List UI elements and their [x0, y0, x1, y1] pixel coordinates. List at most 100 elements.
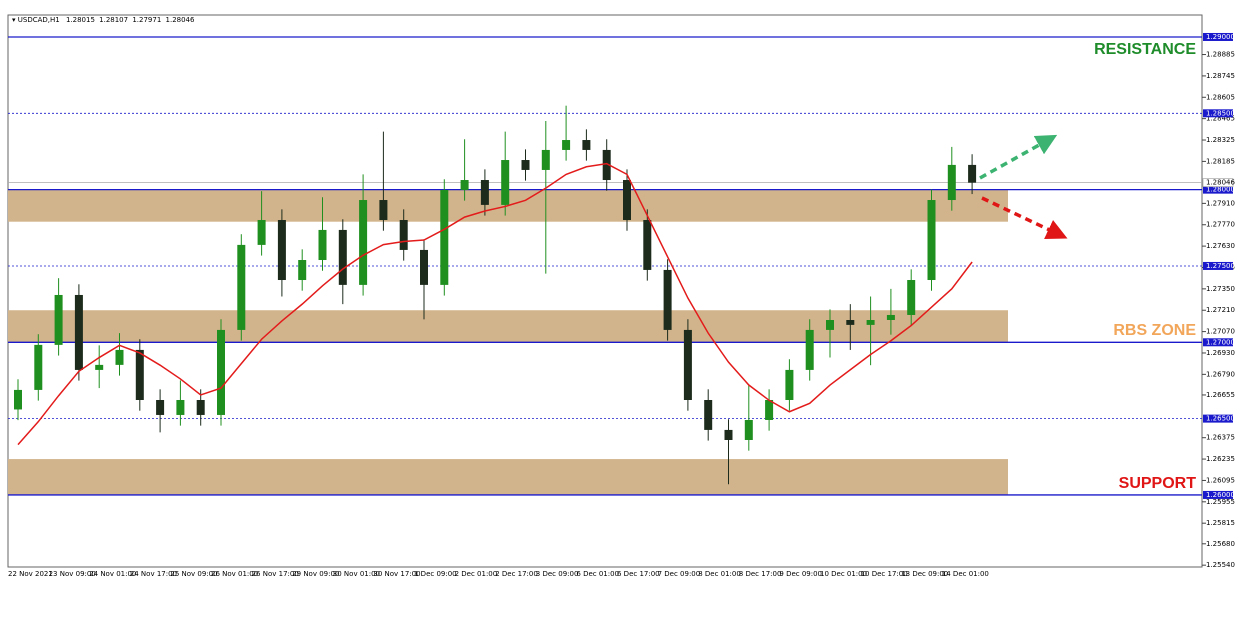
chart-header: ▾ USDCAD,H1 1.28015 1.28107 1.27971 1.28…: [12, 16, 195, 24]
y-tick-label: 1.25815: [1206, 519, 1235, 527]
candle-body: [562, 140, 571, 150]
level-label-box: [1203, 490, 1233, 499]
candle-body: [947, 164, 956, 201]
candle-body: [196, 399, 205, 415]
x-tick-label: 8 Dec 01:00: [698, 570, 741, 578]
candle-body: [237, 244, 246, 330]
candle-body: [683, 329, 692, 400]
arrows: [979, 134, 1068, 239]
x-tick-label: 6 Dec 17:00: [617, 570, 660, 578]
y-tick-label: 1.25540: [1206, 561, 1235, 569]
annotation: RESISTANCE: [1094, 41, 1196, 58]
level-label: 1.26500: [1206, 415, 1235, 423]
candle-body: [826, 320, 834, 330]
level-label-box: [1203, 32, 1233, 41]
candle-body: [217, 329, 225, 415]
x-tick-label: 10 Dec 01:00: [820, 570, 867, 578]
levels: [8, 36, 1202, 496]
candle-body: [257, 220, 266, 245]
zone: [8, 459, 1008, 495]
level-label: 1.29000: [1206, 33, 1235, 41]
y-tick-label: 1.27770: [1206, 221, 1235, 229]
y-tick-label: 1.28325: [1206, 136, 1235, 144]
level-label: 1.26000: [1206, 491, 1235, 499]
x-tick-label: 6 Dec 01:00: [576, 570, 619, 578]
annotation: RBS ZONE: [1113, 322, 1196, 339]
close-price: 1.28046: [166, 16, 195, 24]
x-tick-label: 30 Nov 17:00: [373, 570, 420, 578]
candle-body: [74, 294, 83, 370]
symbol: USDCAD,H1: [18, 16, 60, 24]
x-tick-label: 2 Dec 17:00: [495, 570, 538, 578]
candle-body: [14, 389, 22, 410]
x-tick-label: 26 Nov 17:00: [252, 570, 299, 578]
candle-body: [399, 220, 408, 250]
x-tick-label: 22 Nov 2021: [8, 570, 53, 578]
candle-body: [277, 220, 286, 281]
candle-body: [521, 160, 530, 170]
candle-body: [54, 294, 63, 345]
candle-body: [968, 164, 977, 183]
candle-body: [765, 399, 774, 420]
y-tick-label: 1.27910: [1206, 199, 1235, 207]
candle-body: [846, 320, 855, 325]
candle-body: [785, 369, 794, 400]
candle-body: [440, 189, 449, 285]
y-tick-label: 1.26655: [1206, 391, 1235, 399]
x-tick-label: 10 Dec 17:00: [861, 570, 908, 578]
last-price-label: 1.28046: [1206, 179, 1235, 187]
y-tick-label: 1.28605: [1206, 93, 1235, 101]
last-price-box: [1202, 178, 1234, 187]
high-price: 1.28107: [99, 16, 128, 24]
axis: 1.28885 1.28745 1.28605 1.28465 1.28325 1.281…: [8, 32, 1235, 578]
level-label-box: [1203, 338, 1233, 347]
zones: [8, 189, 1008, 495]
x-tick-label: 29 Nov 09:00: [292, 570, 339, 578]
x-tick-label: 13 Dec 09:00: [901, 570, 948, 578]
x-tick-label: 24 Nov 01:00: [89, 570, 136, 578]
x-tick-label: 3 Dec 09:00: [536, 570, 579, 578]
moving-average: [17, 162, 973, 446]
level-label: 1.27500: [1206, 262, 1235, 270]
x-tick-label: 26 Nov 01:00: [211, 570, 258, 578]
open-price: 1.28015: [66, 16, 95, 24]
candle-body: [704, 399, 713, 430]
candle-body: [724, 429, 733, 440]
y-tick-label: 1.27350: [1206, 285, 1235, 293]
candle-body: [623, 180, 631, 221]
x-tick-label: 25 Nov 09:00: [170, 570, 217, 578]
candle-body: [95, 364, 104, 370]
y-tick-label: 1.27070: [1206, 328, 1235, 336]
x-tick-label: 30 Nov 01:00: [333, 570, 380, 578]
zone: [8, 310, 1008, 343]
candle-body: [541, 149, 550, 170]
y-tick-label: 1.28745: [1206, 72, 1235, 80]
candle-body: [298, 260, 307, 281]
candle-body: [866, 320, 875, 325]
x-tick-label: 23 Nov 09:00: [49, 570, 96, 578]
level-label: 1.28000: [1206, 186, 1235, 194]
candle-body: [115, 349, 124, 365]
x-tick-label: 9 Dec 09:00: [779, 570, 822, 578]
x-tick-label: 8 Dec 17:00: [739, 570, 782, 578]
y-tick-label: 1.26930: [1206, 349, 1235, 357]
level-label: 1.27000: [1206, 338, 1235, 346]
down-arrow: [981, 196, 1068, 239]
x-tick-label: 2 Dec 01:00: [455, 570, 498, 578]
candle-body: [582, 140, 591, 150]
candle-body: [318, 229, 327, 261]
candle-body: [460, 180, 469, 190]
x-tick-label: 7 Dec 09:00: [658, 570, 701, 578]
level-label-box: [1203, 414, 1233, 423]
level-label-box: [1203, 261, 1233, 270]
candle-body: [379, 200, 388, 221]
header-triangle: ▾: [12, 16, 18, 24]
level-label-box: [1203, 109, 1233, 118]
x-tick-label: 24 Nov 17:00: [130, 570, 177, 578]
candle-body: [907, 280, 916, 315]
y-tick-label: 1.27630: [1206, 242, 1235, 250]
candle-body: [602, 149, 611, 181]
candle-body: [501, 160, 510, 205]
y-tick-label: 1.25955: [1206, 498, 1235, 506]
